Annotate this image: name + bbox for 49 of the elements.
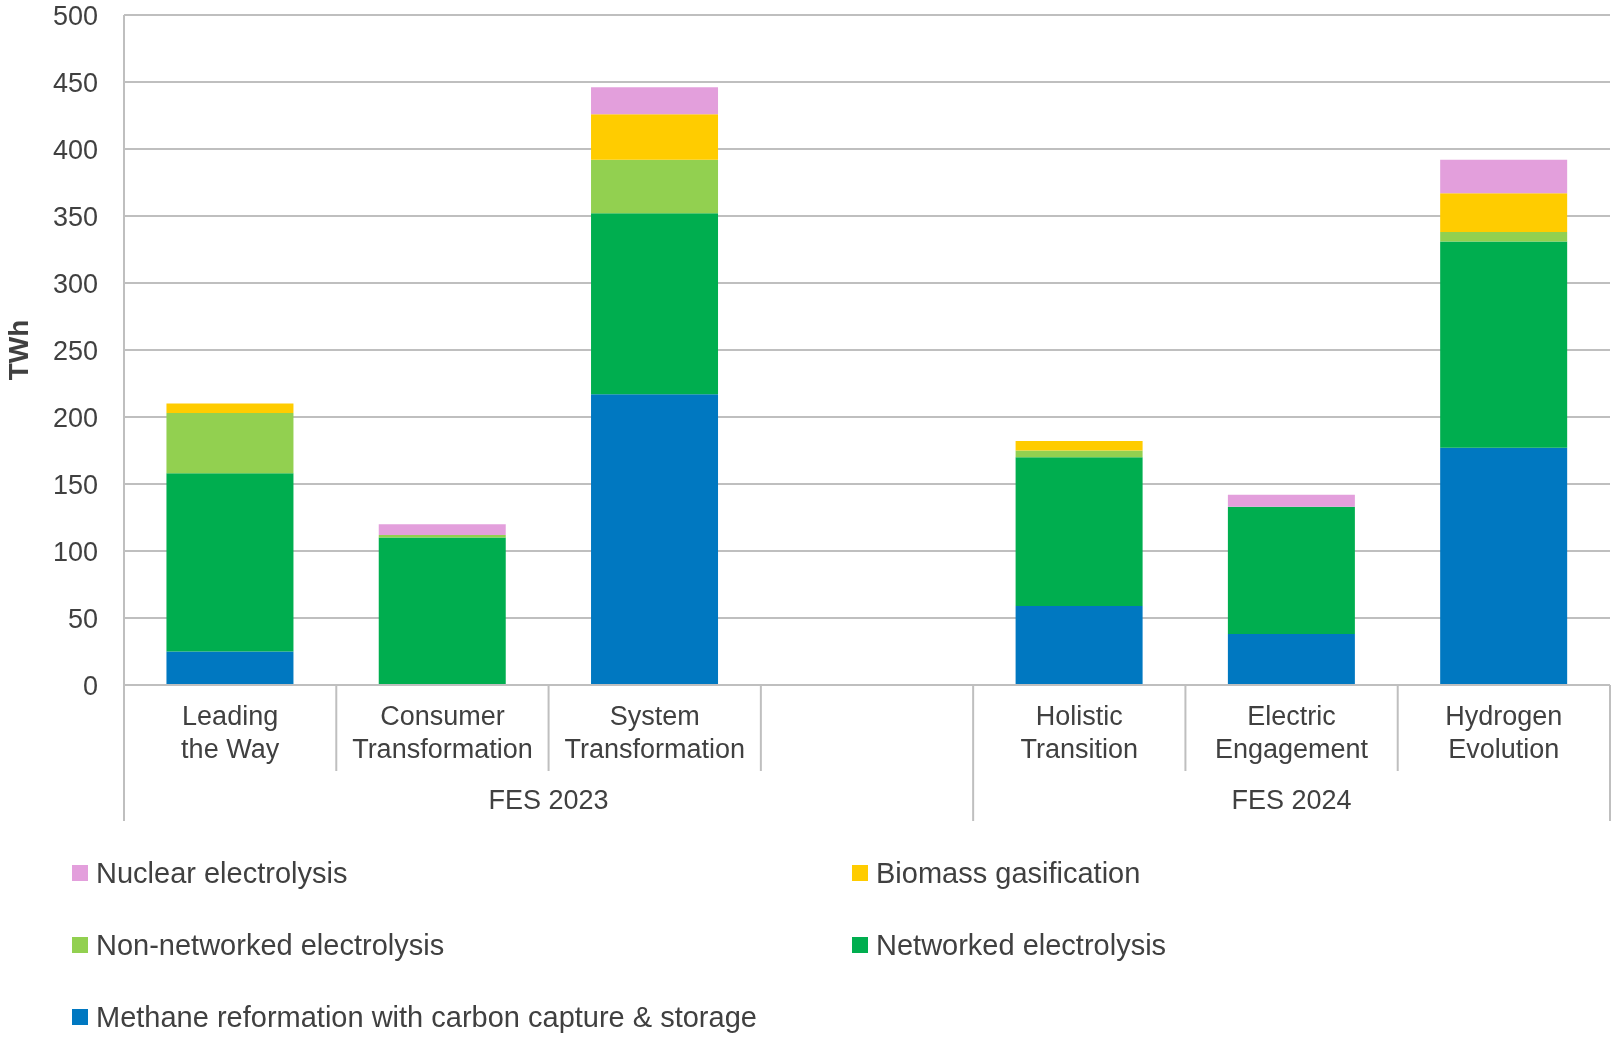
y-tick-label: 400 — [52, 134, 98, 165]
legend-label: Biomass gasification — [876, 856, 1141, 890]
bar — [378, 534, 506, 538]
x-tick-label: Electric Engagement — [1215, 701, 1369, 764]
bar — [591, 394, 719, 685]
x-tick-label: Holistic Transition — [1020, 701, 1139, 764]
bar — [1015, 450, 1143, 458]
bar — [1015, 605, 1143, 685]
bar — [591, 159, 719, 214]
bar — [1227, 494, 1355, 507]
bar — [166, 403, 294, 413]
text: FES 2024 — [1231, 785, 1352, 815]
y-tick-label: 250 — [52, 335, 98, 366]
x-tick-label: Consumer Transformation — [352, 701, 533, 764]
bar — [1440, 447, 1568, 685]
bar — [166, 412, 294, 474]
y-tick-label: 300 — [52, 268, 98, 299]
bar — [1227, 634, 1355, 685]
y-axis-title: TWh — [2, 319, 34, 381]
y-tick-label: 50 — [67, 603, 98, 634]
bar — [1440, 232, 1568, 242]
y-tick-label: 150 — [52, 469, 98, 500]
bar — [1227, 506, 1355, 635]
y-tick-label: 100 — [52, 536, 98, 567]
bar — [166, 473, 294, 652]
y-tick-label: 500 — [52, 0, 98, 31]
bar — [1015, 441, 1143, 451]
x-tick-label: System Transformation — [564, 701, 745, 764]
legend-label: Networked electrolysis — [876, 928, 1167, 962]
y-tick-label: 200 — [52, 402, 98, 433]
bar — [591, 213, 719, 395]
bar — [591, 87, 719, 115]
bar — [378, 537, 506, 685]
y-tick-label: 450 — [52, 67, 98, 98]
text: FES 2023 — [488, 785, 609, 815]
bar — [1015, 457, 1143, 606]
bar — [1440, 159, 1568, 194]
bar — [166, 651, 294, 685]
bar — [1440, 193, 1568, 233]
bar — [378, 524, 506, 535]
y-tick-label: 0 — [82, 670, 98, 701]
x-tick-label: Leading the Way — [181, 701, 280, 764]
x-tick-label: Hydrogen Evolution — [1445, 701, 1563, 764]
y-tick-label: 350 — [52, 201, 98, 232]
legend-label: Nuclear electrolysis — [96, 856, 348, 890]
legend-label: Non-networked electrolysis — [96, 928, 445, 962]
legend-label: Methane reformation with carbon capture & storage — [96, 1000, 757, 1034]
bar — [591, 114, 719, 160]
bar — [1440, 241, 1568, 448]
